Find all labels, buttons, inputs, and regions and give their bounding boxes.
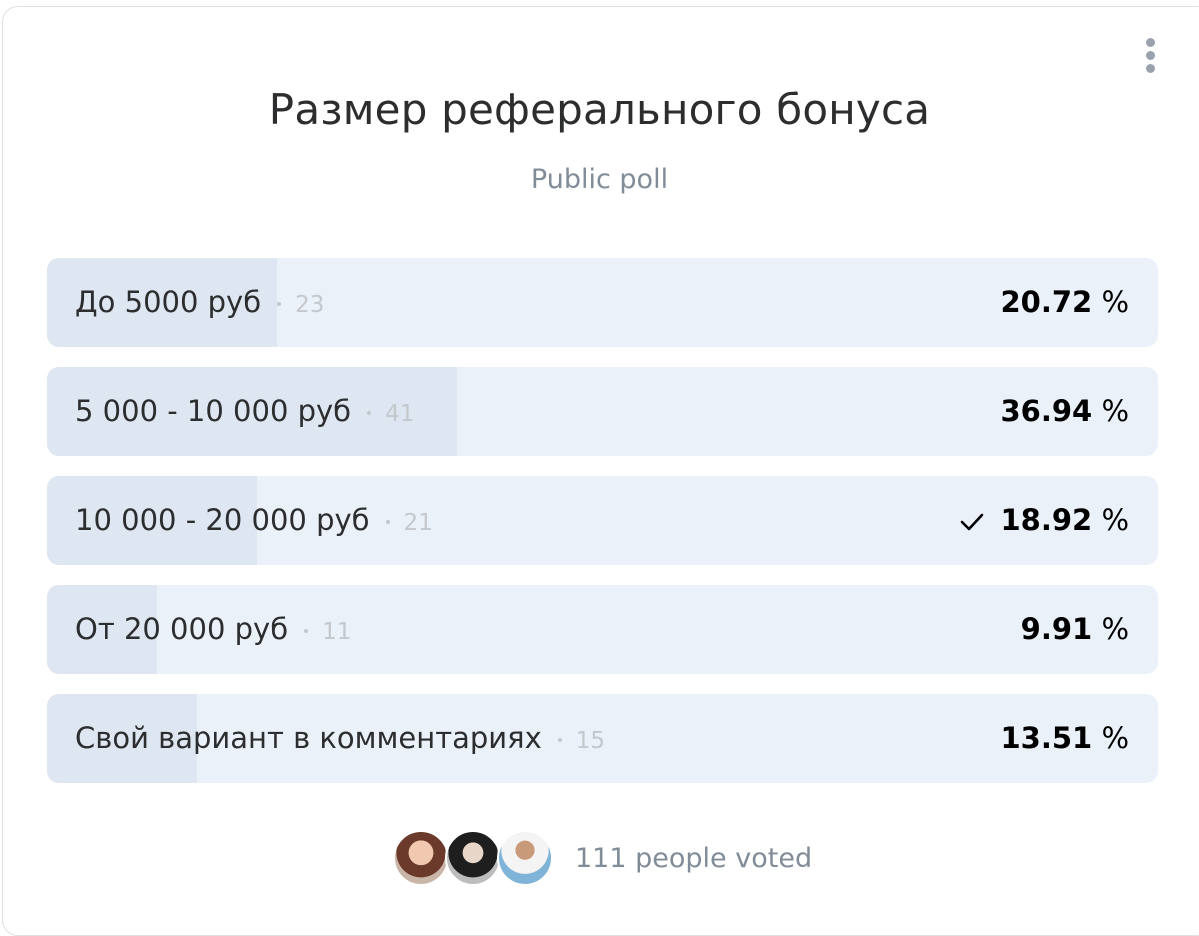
- option-percent: 9.91 %: [1021, 585, 1129, 674]
- poll-option[interactable]: От 20 000 руб 11 9.91 %: [47, 585, 1158, 674]
- avatar[interactable]: [393, 830, 449, 886]
- option-text: До 5000 руб: [75, 285, 262, 319]
- avatar[interactable]: [445, 830, 501, 886]
- percent-unit: %: [1101, 503, 1129, 537]
- separator-dot: [277, 302, 282, 306]
- percent-value: 9.91: [1020, 612, 1093, 646]
- option-bar: [47, 258, 278, 347]
- selected-check: [961, 513, 984, 531]
- option-percent: 13.51 %: [1000, 694, 1129, 783]
- votes-summary: 111 people voted: [575, 830, 812, 888]
- option-text: 5 000 - 10 000 руб: [75, 394, 352, 428]
- option-label: 10 000 - 20 000 руб 21: [75, 476, 433, 565]
- percent-value: 13.51: [1000, 721, 1093, 755]
- option-bar: [47, 694, 198, 783]
- check-path: [961, 513, 984, 531]
- option-count: 11: [322, 619, 352, 645]
- option-text: От 20 000 руб: [75, 612, 289, 646]
- option-label: До 5000 руб 23: [75, 258, 324, 347]
- option-percent: 36.94 %: [1000, 367, 1129, 456]
- percent-value: 20.72: [1000, 285, 1093, 319]
- option-label: 5 000 - 10 000 руб 41: [75, 367, 414, 456]
- menu-dot: [1145, 38, 1155, 47]
- separator-dot: [304, 629, 309, 633]
- percent-unit: %: [1101, 285, 1129, 319]
- menu-button[interactable]: [1140, 38, 1160, 80]
- percent-value: 18.92: [1000, 503, 1093, 537]
- option-count: 41: [385, 401, 415, 427]
- option-bar: [47, 367, 458, 456]
- poll-option[interactable]: 10 000 - 20 000 руб 21 18.92 %: [47, 476, 1158, 565]
- separator-dot: [367, 411, 372, 415]
- option-label: Свой вариант в комментариях 15: [75, 694, 605, 783]
- separator-dot: [385, 520, 390, 524]
- option-bar: [47, 585, 158, 674]
- option-count: 21: [403, 510, 433, 536]
- poll-card: [2, 6, 1199, 936]
- poll-subtitle: Public poll: [530, 164, 669, 195]
- poll-title: Размер реферального бонуса: [268, 85, 931, 134]
- poll-option[interactable]: До 5000 руб 23 20.72 %: [47, 258, 1158, 347]
- option-count: 23: [295, 292, 325, 318]
- option-text: 10 000 - 20 000 руб: [75, 503, 370, 537]
- percent-unit: %: [1101, 612, 1129, 646]
- percent-unit: %: [1101, 721, 1129, 755]
- option-percent: 20.72 %: [1000, 258, 1129, 347]
- option-label: От 20 000 руб 11: [75, 585, 351, 674]
- menu-dot: [1145, 64, 1155, 73]
- menu-dot: [1145, 51, 1155, 60]
- option-bar: [47, 476, 258, 565]
- percent-unit: %: [1101, 394, 1129, 428]
- votes-text: people voted: [635, 843, 813, 874]
- votes-count: 111: [575, 843, 627, 874]
- avatar[interactable]: [497, 830, 553, 886]
- option-count: 15: [575, 728, 606, 754]
- poll-option[interactable]: 5 000 - 10 000 руб 41 36.94 %: [47, 367, 1158, 456]
- percent-value: 36.94: [1000, 394, 1093, 428]
- separator-dot: [557, 738, 562, 742]
- option-percent: 18.92 %: [960, 476, 1129, 565]
- poll-option[interactable]: Свой вариант в комментариях 15 13.51 %: [47, 694, 1158, 783]
- option-text: Свой вариант в комментариях: [75, 721, 542, 755]
